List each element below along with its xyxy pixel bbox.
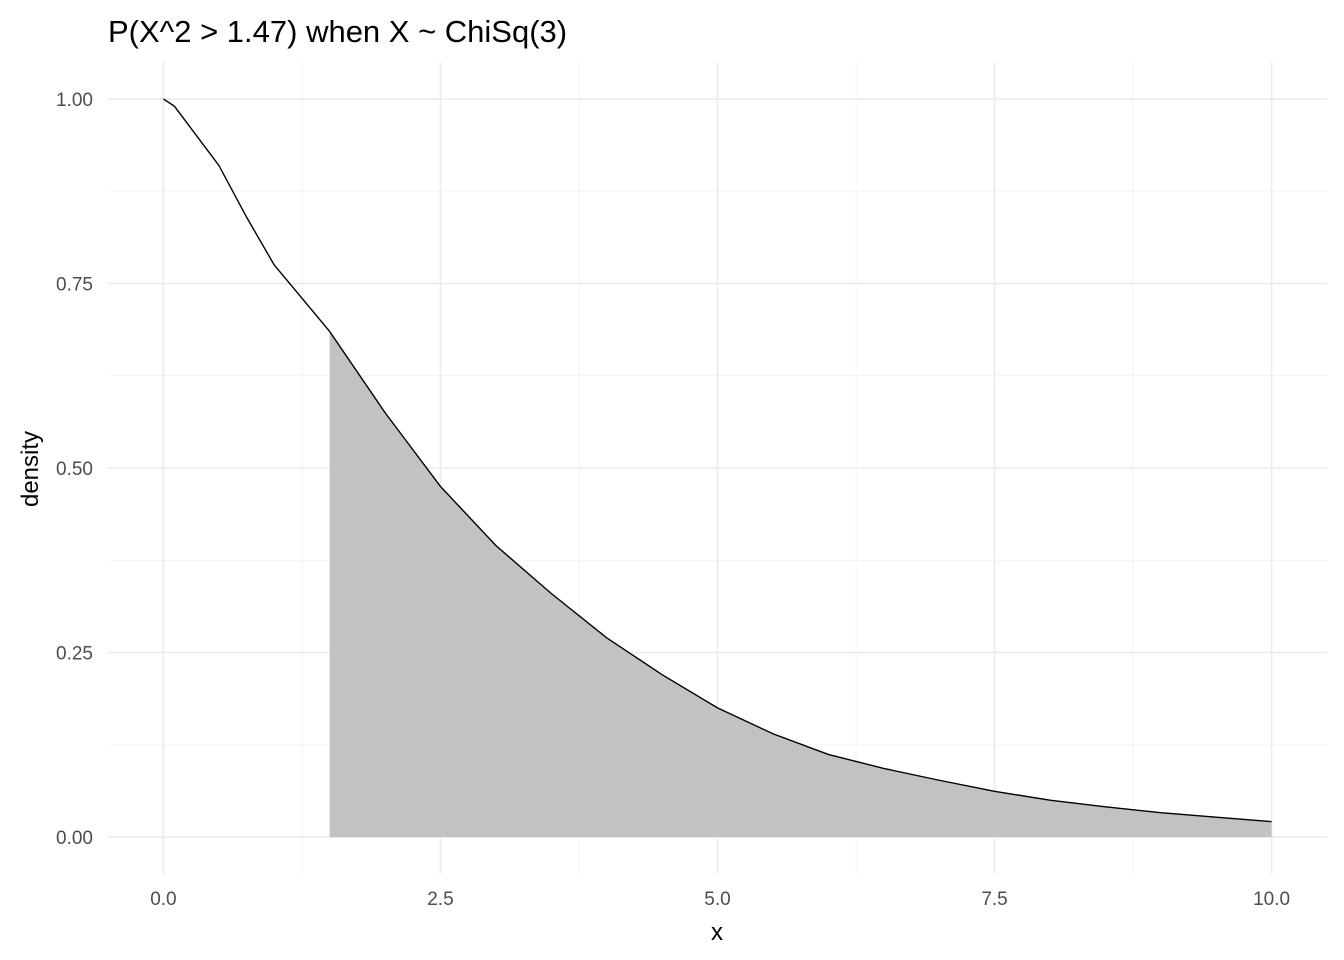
y-tick-labels: 0.00 0.25 0.50 0.75 1.00 <box>56 90 93 849</box>
x-tick-labels: 0.0 2.5 5.0 7.5 10.0 <box>150 889 1290 910</box>
grid <box>108 62 1327 874</box>
y-tick-label: 0.00 <box>56 828 93 849</box>
x-tick-label: 10.0 <box>1253 889 1290 910</box>
y-tick-label: 0.50 <box>56 459 93 480</box>
density-curve <box>163 98 1272 823</box>
x-tick-label: 5.0 <box>704 889 730 910</box>
y-axis-title: density <box>17 431 44 507</box>
y-tick-label: 0.75 <box>56 274 93 295</box>
x-tick-label: 0.0 <box>150 889 176 910</box>
y-tick-label: 1.00 <box>56 90 93 111</box>
chart-title: P(X^2 > 1.47) when X ~ ChiSq(3) <box>108 14 567 49</box>
x-axis-title: x <box>711 919 723 946</box>
x-tick-label: 2.5 <box>427 889 453 910</box>
x-tick-label: 7.5 <box>981 889 1007 910</box>
shaded-area <box>329 331 1272 838</box>
y-tick-label: 0.25 <box>56 644 93 665</box>
